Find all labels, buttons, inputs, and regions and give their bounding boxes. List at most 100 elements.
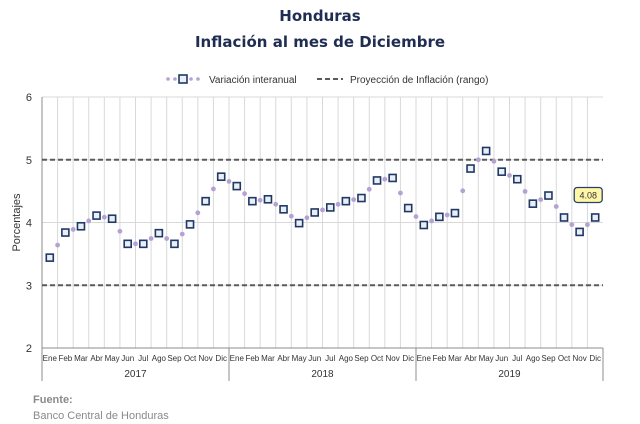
series-line-dot [226,178,232,184]
legend-line-sample [173,77,177,81]
data-point [590,213,600,222]
series-line-dot [211,186,216,192]
x-tick-label: Oct [184,354,197,363]
x-tick-label: Ene [230,354,245,363]
data-point [450,208,460,218]
data-point [388,173,397,183]
x-tick-label: May [105,354,120,363]
series-line-dot [288,213,294,219]
y-tick-label: 4 [26,218,32,230]
legend-marker-sample [178,74,188,84]
series-line-dot [242,191,247,197]
series-line-dot [133,241,138,247]
series-line-dot [553,204,559,209]
legend-line-sample [166,77,170,81]
data-point [528,199,538,208]
y-tick-label: 2 [26,343,32,355]
series-line-dot [351,197,357,202]
x-tick-label: Jun [308,354,321,363]
source-label: Fuente: [33,394,73,406]
x-tick-label: May [479,354,494,363]
chart-title: Honduras [279,7,361,25]
data-point [575,227,584,237]
data-point [107,214,117,224]
series-line-dot [164,236,170,241]
data-point [372,176,382,185]
x-tick-label: Dic [402,354,414,363]
x-tick-label: May [292,354,307,363]
series-line-dot [475,157,481,163]
data-point [341,196,351,206]
series-line-dot [382,176,388,182]
series-line-dot [70,227,76,232]
x-tick-label: Ene [417,354,432,363]
data-point [216,172,226,181]
x-tick-label: Nov [386,354,400,363]
x-tick-label: Mar [74,354,88,363]
series-line-dot [335,201,341,207]
data-point [61,228,70,237]
series-line-dot [429,218,434,224]
x-tick-label: Ene [43,354,58,363]
data-point [559,213,569,222]
series-line-dot [101,214,107,220]
data-point [497,167,507,176]
y-tick-label: 3 [26,280,32,292]
data-point [92,211,101,220]
legend-projection-label: Proyección de Inflación (rango) [350,75,488,86]
y-tick-label: 6 [26,92,32,104]
data-point [232,181,242,191]
x-tick-label: Sep [541,354,556,363]
series-line-dot [86,218,92,224]
data-point [201,196,210,206]
year-label: 2019 [498,369,521,380]
x-tick-label: Jun [121,354,134,363]
y-tick-label: 5 [26,155,32,167]
data-point [325,203,335,212]
series-line-dot [304,215,310,221]
x-tick-label: Jul [512,354,522,363]
legend-line-sample [189,77,193,81]
data-point [45,253,55,262]
series-line-dot [491,158,497,164]
data-point [185,220,195,229]
series-line-dot [148,236,154,241]
legend-line-sample [196,77,200,81]
x-tick-label: Feb [58,354,72,363]
x-tick-label: Feb [432,354,446,363]
series-line-dot [273,201,279,207]
data-point [279,205,288,214]
series-line-dot [585,222,590,228]
x-tick-label: Nov [573,354,587,363]
x-tick-label: Jul [138,354,148,363]
series-line-dot [366,186,372,192]
x-tick-label: Nov [199,354,213,363]
data-point [403,203,413,213]
series-line-dot [569,222,575,228]
data-point [435,212,444,222]
series-line-dot [179,231,185,237]
data-point [138,239,148,249]
data-point [263,194,273,204]
x-tick-label: Sep [354,354,369,363]
data-point [466,164,475,173]
series-line-dot [444,212,450,218]
x-tick-label: Mar [448,354,462,363]
x-tick-label: Dic [215,354,227,363]
x-tick-label: Abr [277,354,290,363]
series-line-dot [522,189,528,194]
data-point [419,220,429,230]
series-line-dot [117,228,123,234]
legend-series-label: Variación interanual [209,75,297,86]
x-tick-label: Jun [495,354,508,363]
x-tick-label: Oct [371,354,384,363]
data-point [123,239,133,249]
series-line-dot [398,190,403,196]
series-line-dot [195,210,201,216]
x-tick-label: Ago [152,354,167,363]
data-point [294,218,304,228]
x-tick-label: Dic [589,354,601,363]
year-label: 2018 [311,369,334,380]
data-point [310,208,320,217]
